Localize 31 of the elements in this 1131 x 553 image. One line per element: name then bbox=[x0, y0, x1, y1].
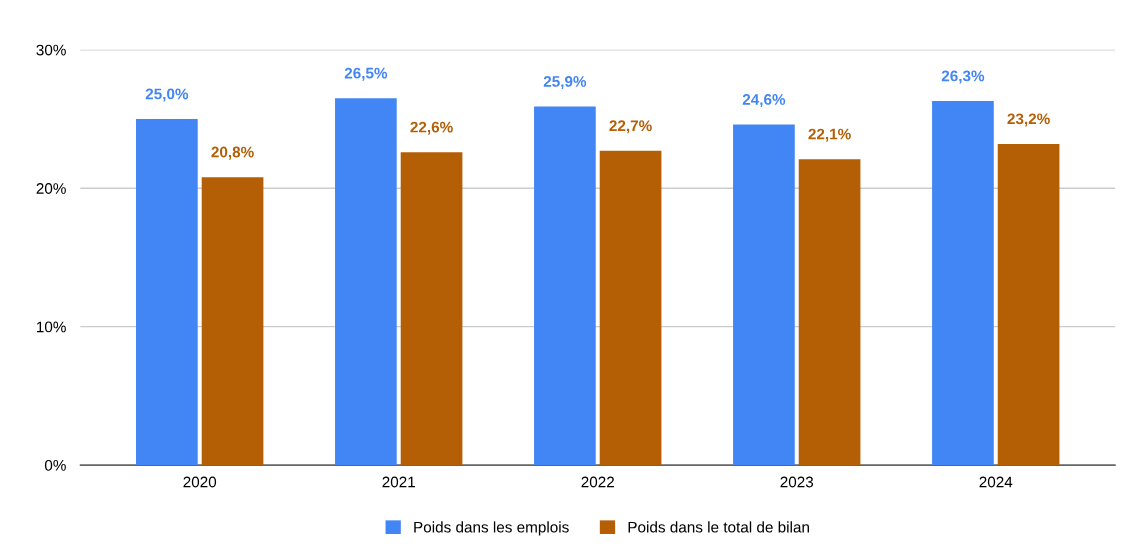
x-tick-label: 2021 bbox=[382, 476, 415, 488]
bar bbox=[534, 106, 596, 466]
data-label: 22,7% bbox=[609, 120, 652, 134]
legend-label: Poids dans le total de bilan bbox=[628, 521, 809, 533]
bar bbox=[798, 159, 861, 466]
data-label: 26,3% bbox=[941, 70, 985, 84]
x-tick-label: 2020 bbox=[183, 476, 217, 488]
data-label: 22,1% bbox=[808, 128, 851, 142]
data-label: 25,9% bbox=[543, 76, 587, 90]
bar bbox=[335, 98, 397, 466]
y-tick-label: 10% bbox=[37, 321, 66, 333]
data-label: 25,0% bbox=[145, 88, 189, 102]
bar bbox=[932, 100, 994, 466]
y-tick-label: 20% bbox=[36, 183, 66, 194]
x-tick-label: 2022 bbox=[581, 476, 614, 488]
bar bbox=[136, 118, 198, 466]
data-label: 24,6% bbox=[742, 94, 786, 108]
bar bbox=[400, 152, 463, 466]
data-label: 22,6% bbox=[410, 121, 453, 135]
data-label: 26,5% bbox=[344, 67, 388, 81]
data-label: 20,8% bbox=[211, 146, 254, 160]
bar bbox=[997, 143, 1060, 466]
y-tick-label: 30% bbox=[36, 44, 66, 56]
legend-label: Poids dans les emplois bbox=[414, 521, 569, 536]
bar bbox=[599, 150, 662, 466]
data-label: 23,2% bbox=[1007, 113, 1050, 127]
y-tick-label: 0% bbox=[44, 459, 66, 471]
bar bbox=[733, 124, 795, 466]
bar bbox=[201, 177, 264, 466]
x-tick-label: 2024 bbox=[979, 476, 1013, 488]
x-tick-label: 2023 bbox=[780, 476, 814, 488]
